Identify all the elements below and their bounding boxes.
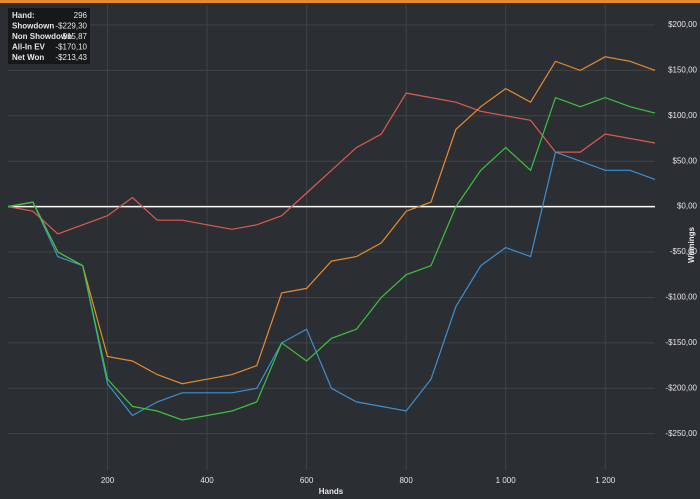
x-tick-label: 600 bbox=[300, 476, 314, 485]
series-line bbox=[7, 56, 656, 385]
series-line bbox=[7, 151, 656, 417]
info-value: 296 bbox=[74, 11, 88, 20]
info-value: -$213,43 bbox=[55, 53, 87, 62]
series-line bbox=[7, 96, 656, 421]
y-tick-label: $50,00 bbox=[673, 156, 698, 165]
x-tick-label: 400 bbox=[200, 476, 214, 485]
y-axis-label: Winnings bbox=[687, 226, 696, 262]
info-label: Hand: bbox=[12, 11, 35, 20]
info-background bbox=[8, 8, 90, 64]
info-label: All-In EV bbox=[12, 43, 46, 52]
info-label: Non Showdown bbox=[12, 32, 72, 41]
x-axis-label: Hands bbox=[319, 487, 344, 496]
y-tick-label: $150,00 bbox=[668, 66, 697, 75]
info-value: $15,87 bbox=[63, 32, 88, 41]
y-tick-label: -$50,00 bbox=[670, 247, 698, 256]
y-tick-label: $0,00 bbox=[677, 202, 698, 211]
series-line bbox=[7, 92, 656, 235]
x-tick-label: 1 000 bbox=[496, 476, 517, 485]
info-value: -$229,30 bbox=[55, 22, 87, 31]
y-tick-label: $200,00 bbox=[668, 20, 697, 29]
x-tick-label: 800 bbox=[399, 476, 413, 485]
x-tick-label: 200 bbox=[101, 476, 115, 485]
info-label: Net Won bbox=[12, 53, 44, 62]
info-value: -$170,10 bbox=[55, 43, 87, 52]
info-label: Showdown bbox=[12, 22, 54, 31]
x-tick-label: 1 200 bbox=[595, 476, 616, 485]
plot bbox=[7, 5, 656, 470]
top-border bbox=[0, 0, 700, 3]
y-tick-label: -$200,00 bbox=[665, 383, 697, 392]
y-tick-label: -$250,00 bbox=[665, 429, 697, 438]
y-tick-label: -$100,00 bbox=[665, 293, 697, 302]
y-tick-label: $100,00 bbox=[668, 111, 697, 120]
y-tick-label: -$150,00 bbox=[665, 338, 697, 347]
